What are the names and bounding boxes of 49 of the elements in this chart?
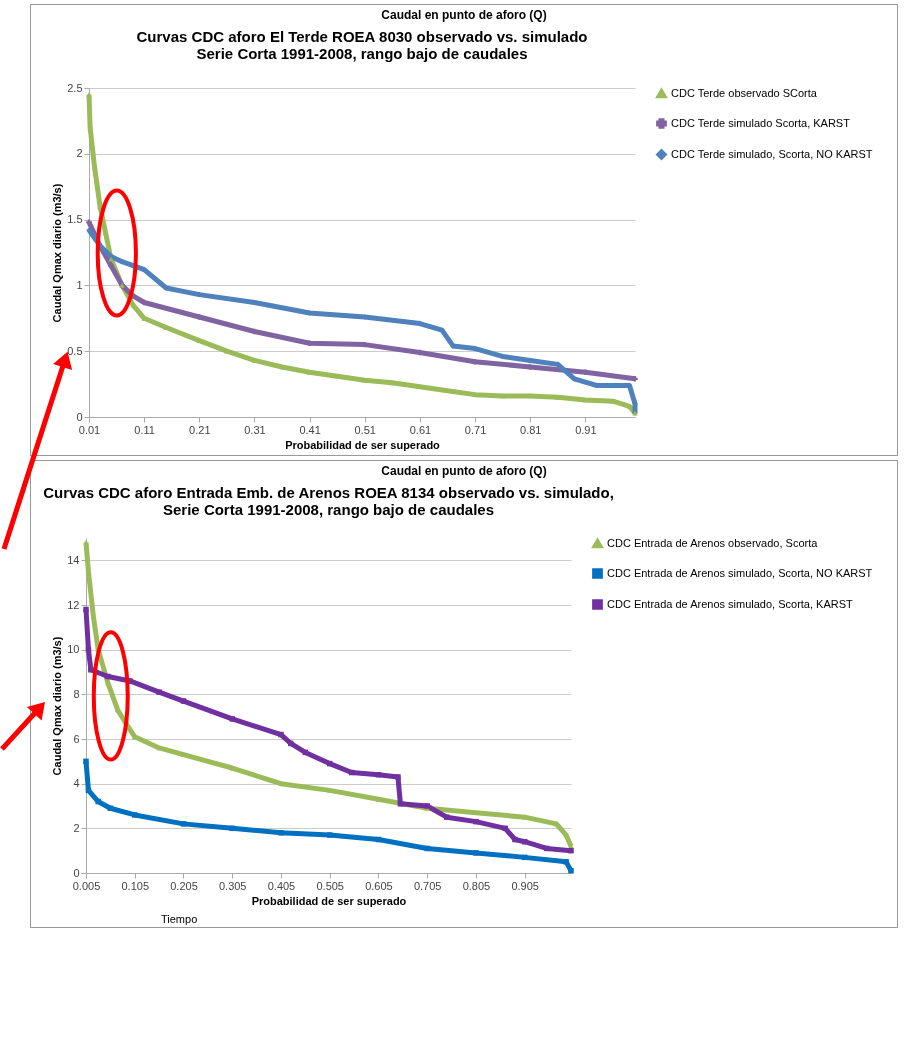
- x-tick-label: 0.105: [121, 879, 150, 892]
- legend-label: CDC Entrada de Arenos observado, Scorta: [607, 536, 819, 549]
- x-axis-title: Probabilidad de ser superado: [285, 438, 441, 451]
- x-tick-label: 0.71: [464, 423, 487, 436]
- x-tick-label: 0.605: [365, 879, 393, 892]
- x-tick-label: 0.31: [244, 423, 266, 436]
- text: Tiempo: [160, 912, 199, 927]
- x-tick-label: 0.805: [462, 879, 491, 892]
- chart-title: Curvas CDC aforo El Terde ROEA 8030 observado vs. simulado Serie Corta 1991-2008, rango bajo de caudales: [136, 28, 588, 62]
- y-tick-label: 10: [67, 643, 80, 656]
- x-tick-label: 0.705: [413, 879, 442, 892]
- x-tick-label: 0.11: [134, 423, 155, 436]
- x-tick-label: 0.41: [299, 423, 321, 436]
- legend-label: CDC Entrada de Arenos simulado, Scorta, KARST: [607, 597, 854, 610]
- x-tick-label: 0.61: [409, 423, 432, 436]
- y-axis-title: Caudal Qmax diario (m3/s): [51, 183, 64, 323]
- x-tick-label: 0.505: [316, 879, 344, 892]
- y-tick-label: 0: [76, 410, 83, 423]
- y-tick-label: 2: [73, 821, 80, 834]
- x-tick-label: 0.51: [354, 423, 376, 436]
- y-tick-label: 8: [73, 687, 80, 700]
- x-tick-label: 0.91: [575, 423, 597, 436]
- text: Caudal en punto de aforo (Q): [380, 463, 548, 480]
- legend-label: CDC Terde simulado, Scorta, NO KARST: [671, 147, 873, 160]
- y-tick-label: 4: [73, 777, 80, 790]
- chart-title: Curvas CDC aforo Entrada Emb. de Arenos ROEA 8134 observado vs. simulado, Serie Corta 1991-2008, rango bajo de caudales: [43, 484, 614, 518]
- x-tick-label: 0.21: [189, 423, 211, 436]
- x-tick-label: 0.005: [72, 879, 101, 892]
- y-tick-label: 14: [67, 553, 80, 566]
- legend-label: CDC Terde simulado Scorta, KARST: [671, 116, 851, 129]
- y-tick-label: 1.5: [67, 213, 83, 226]
- x-tick-label: 0.81: [520, 423, 542, 436]
- legend-label: CDC Terde observado SCorta: [671, 86, 818, 99]
- y-tick-label: 6: [73, 732, 80, 745]
- y-tick-label: 0: [73, 866, 80, 879]
- x-axis-title: Probabilidad de ser superado: [251, 894, 407, 907]
- x-tick-label: 0.01: [78, 423, 101, 436]
- x-tick-label: 0.405: [267, 879, 296, 892]
- y-tick-label: 0.5: [67, 344, 83, 357]
- x-tick-label: 0.305: [218, 879, 247, 892]
- x-tick-label: 0.205: [170, 879, 198, 892]
- y-tick-label: 1: [76, 278, 83, 291]
- y-tick-label: 12: [67, 598, 80, 611]
- text: Caudal en punto de aforo (Q): [380, 7, 548, 24]
- x-tick-label: 0.905: [511, 879, 539, 892]
- y-tick-label: 2.5: [67, 81, 83, 94]
- y-tick-label: 2: [76, 147, 83, 160]
- legend-label: CDC Entrada de Arenos simulado, Scorta, NO KARST: [607, 566, 873, 579]
- y-axis-title: Caudal Qmax diario (m3/s): [51, 636, 64, 776]
